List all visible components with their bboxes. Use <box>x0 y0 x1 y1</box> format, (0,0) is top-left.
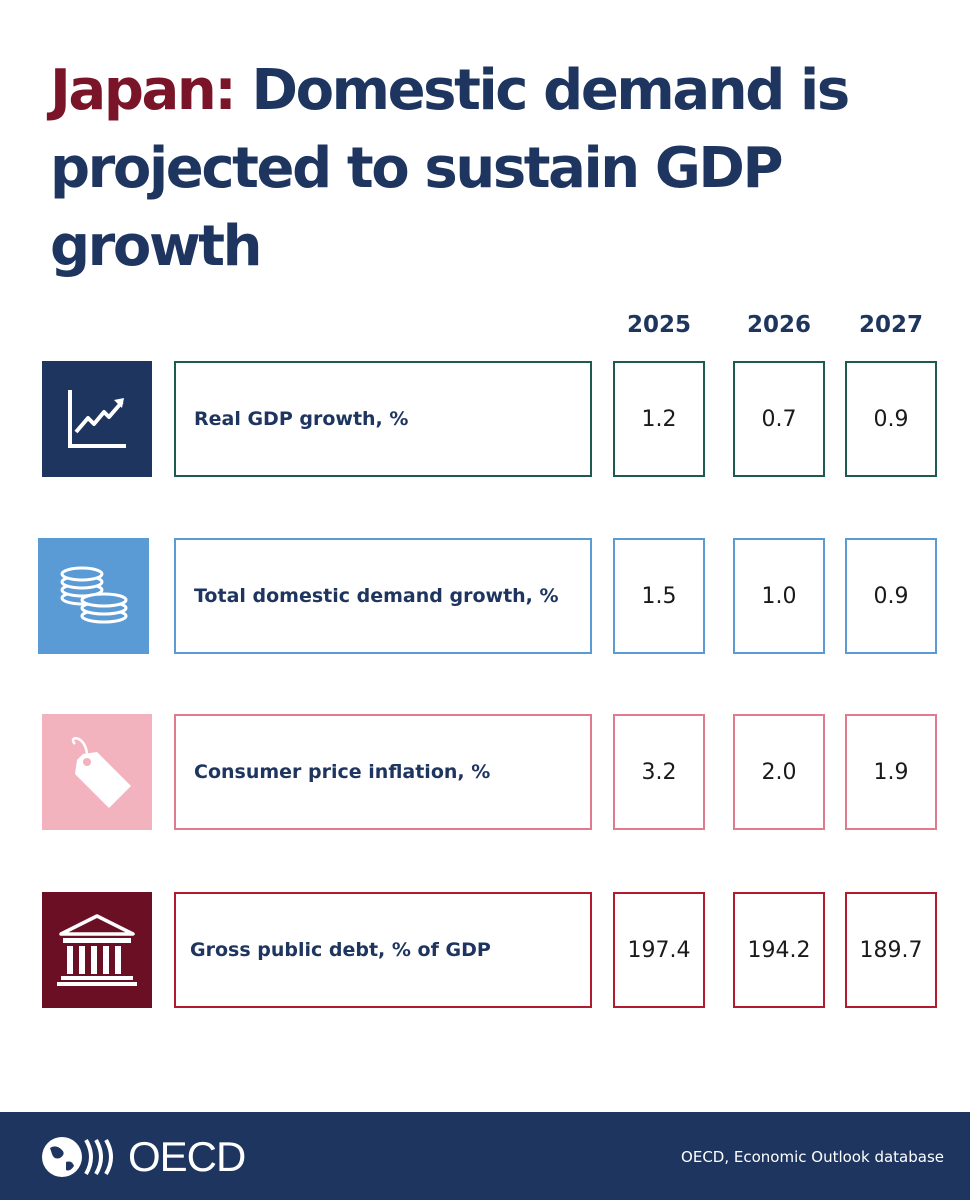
year-header-2025: 2025 <box>626 312 691 338</box>
globe-icon <box>42 1137 113 1177</box>
coins-icon <box>38 538 149 654</box>
value-cell: 0.9 <box>845 538 937 654</box>
page-title: Japan: Domestic demand is projected to s… <box>50 52 930 286</box>
year-header-2026: 2026 <box>746 312 811 338</box>
source-note: OECD, Economic Outlook database <box>681 1148 944 1166</box>
value-cell: 1.2 <box>613 361 705 477</box>
value-cell: 3.2 <box>613 714 705 830</box>
value-cell: 1.9 <box>845 714 937 830</box>
logo-text: OECD <box>128 1133 246 1180</box>
value-cell: 0.9 <box>845 361 937 477</box>
bank-icon <box>42 892 152 1008</box>
value-cell: 189.7 <box>845 892 937 1008</box>
price-tag-icon <box>42 714 152 830</box>
value-cell: 1.5 <box>613 538 705 654</box>
value-cell: 2.0 <box>733 714 825 830</box>
year-header-2027: 2027 <box>858 312 923 338</box>
title-text-line2: projected to sustain GDP growth <box>50 136 784 279</box>
oecd-logo: OECD <box>40 1133 246 1180</box>
value-cell: 1.0 <box>733 538 825 654</box>
row-label-gross-public-debt: Gross public debt, % of GDP <box>174 892 592 1008</box>
value-cell: 0.7 <box>733 361 825 477</box>
title-text-line1: Domestic demand is <box>251 58 850 123</box>
title-country: Japan: <box>50 58 237 123</box>
value-cell: 194.2 <box>733 892 825 1008</box>
footer-bar: OECD OECD, Economic Outlook database <box>0 1112 970 1200</box>
line-chart-icon <box>42 361 152 477</box>
row-label-real-gdp-growth: Real GDP growth, % <box>174 361 592 477</box>
row-label-total-domestic-demand-growth: Total domestic demand growth, % <box>174 538 592 654</box>
value-cell: 197.4 <box>613 892 705 1008</box>
row-label-consumer-price-inflation: Consumer price inflation, % <box>174 714 592 830</box>
